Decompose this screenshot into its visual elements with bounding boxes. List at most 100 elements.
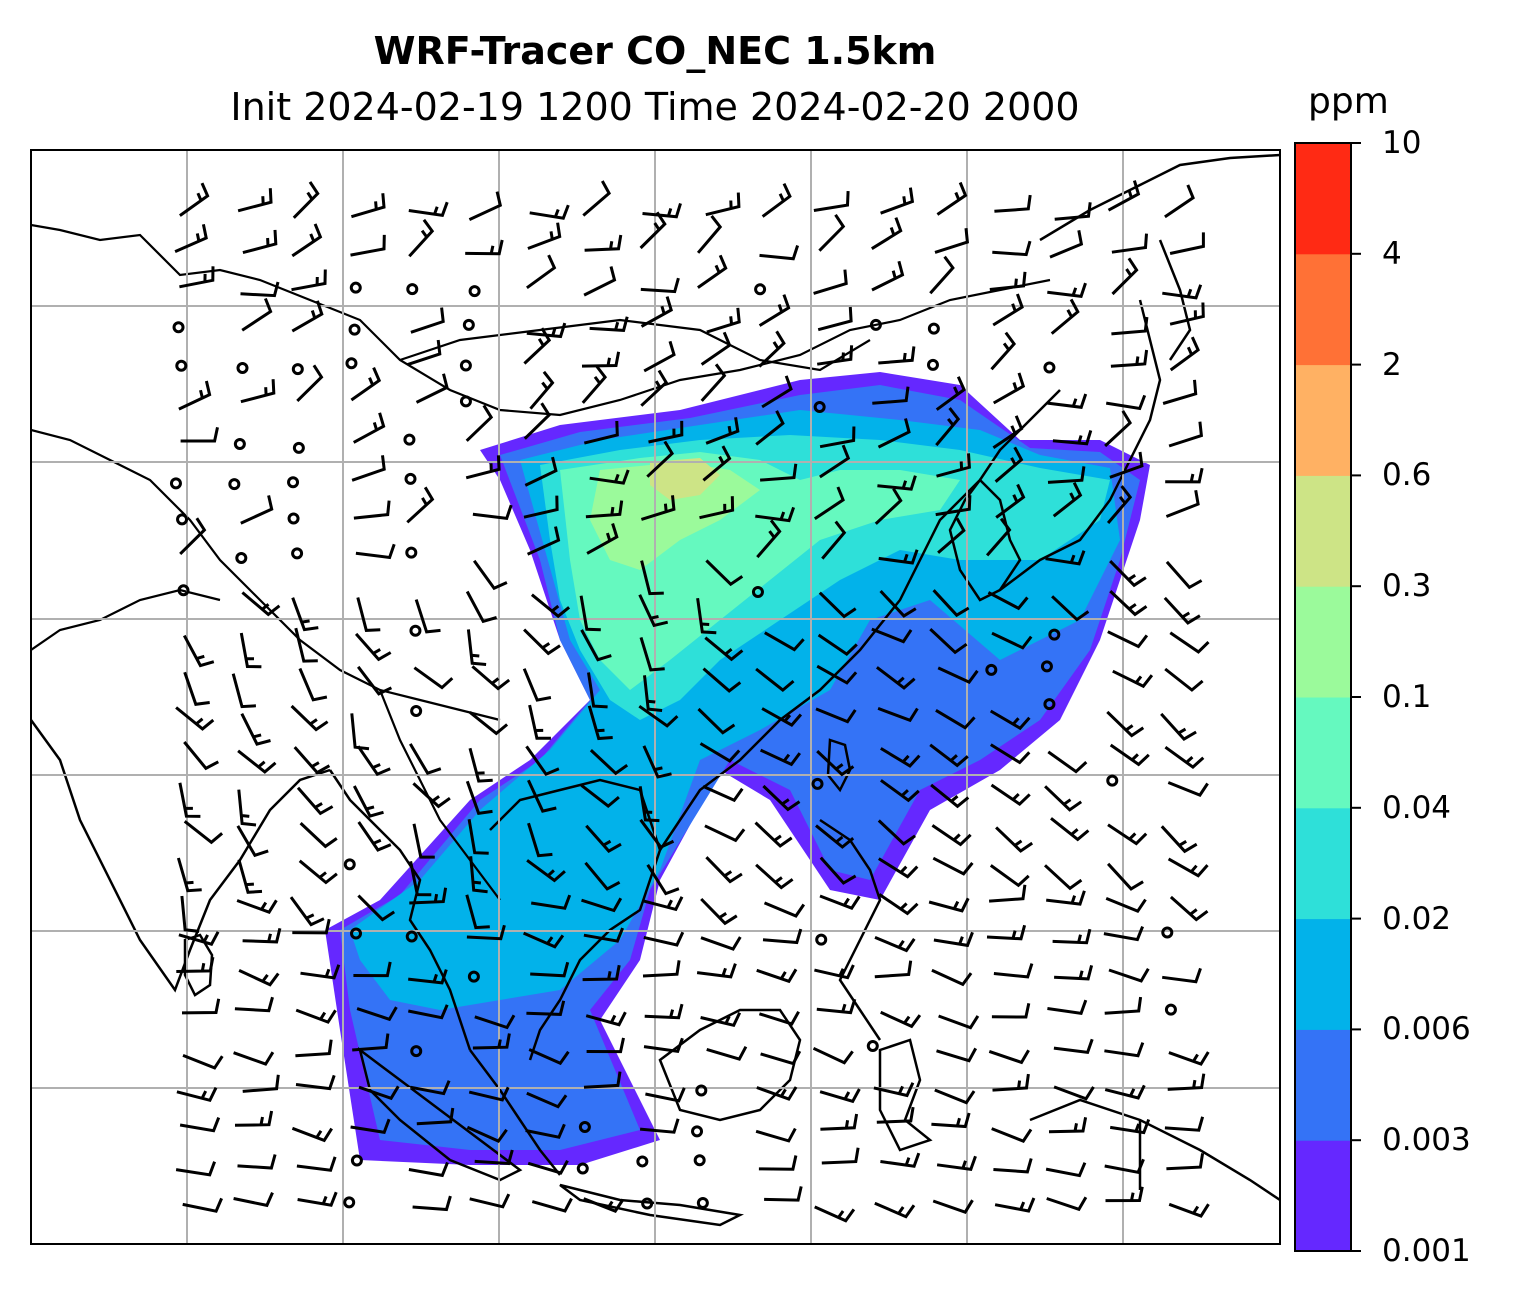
wind-barb [291, 223, 323, 258]
wind-barb [1167, 781, 1209, 797]
wind-barb [468, 1086, 510, 1102]
calm-wind-circle [410, 704, 423, 717]
wind-barb [991, 631, 1033, 650]
wind-barb [819, 444, 851, 479]
wind-barb [297, 1191, 338, 1207]
wind-barb [929, 255, 955, 295]
wind-barb [356, 597, 381, 632]
wind-barb [469, 1193, 511, 1209]
wind-barb [468, 711, 509, 736]
wind-barb [242, 1074, 280, 1093]
wind-barb [934, 1088, 976, 1105]
wind-barb [350, 1118, 391, 1134]
wind-barb [408, 1004, 449, 1020]
calm-wind-circle [403, 433, 416, 446]
calm-wind-circle [1164, 1003, 1177, 1016]
calm-wind-circle [236, 361, 249, 374]
wind-barb [700, 331, 732, 366]
wind-barb [180, 426, 219, 443]
wind-barb [295, 1008, 337, 1024]
wind-barb [991, 1127, 1033, 1143]
wind-barb [699, 742, 741, 763]
wind-barb [1104, 1084, 1146, 1100]
wind-barb [936, 453, 971, 478]
new-guinea [1029, 1098, 1280, 1202]
wind-barb [820, 1113, 859, 1131]
wind-barb [764, 1186, 803, 1202]
wind-barb [236, 825, 269, 858]
wind-barb [1106, 710, 1145, 738]
wind-barb [583, 927, 624, 943]
wind-barb [987, 591, 1029, 611]
wind-barb [294, 627, 318, 663]
wind-barb [815, 707, 857, 724]
calm-wind-circle [235, 552, 248, 565]
wind-barb [179, 517, 207, 555]
wind-barb [880, 1152, 921, 1168]
wind-barb [758, 1155, 798, 1171]
wind-barb [937, 517, 966, 554]
wind-barb [879, 589, 917, 618]
wind-barb [474, 1014, 516, 1030]
wind-barb [583, 420, 619, 445]
korea [948, 478, 1022, 602]
wind-barb [875, 666, 916, 690]
wind-barb [877, 418, 911, 449]
calm-wind-circle [815, 933, 828, 946]
wind-barb [762, 784, 801, 812]
wind-barb [300, 964, 341, 980]
wind-barb [472, 1033, 511, 1050]
wind-barb [640, 369, 669, 407]
wind-barb [877, 819, 916, 846]
wind-barb [466, 1125, 508, 1143]
wind-barb [1166, 1153, 1205, 1171]
colorbar-segment [1295, 697, 1351, 809]
calm-wind-circle [291, 547, 304, 560]
wind-barb [586, 1037, 625, 1054]
calm-wind-circle [1043, 698, 1056, 711]
calm-wind-circle [349, 281, 362, 294]
wind-barb [527, 779, 557, 813]
wind-barb [583, 1197, 625, 1214]
wind-barb [995, 826, 1034, 853]
wind-barb [645, 1087, 686, 1103]
wind-barb [1109, 560, 1147, 588]
colorbar-segment [1295, 475, 1351, 587]
colorbar-tick-label: 0.1 [1382, 679, 1432, 715]
wind-barb [1045, 1162, 1087, 1178]
wind-barb [296, 786, 334, 816]
wind-barb [295, 1039, 333, 1058]
calm-wind-circle [468, 285, 481, 298]
wind-barb [1052, 482, 1083, 518]
wind-barb [589, 469, 630, 485]
wind-barb [1110, 349, 1149, 368]
wind-barb [415, 373, 449, 404]
wind-barb [1162, 379, 1198, 405]
wind-barb [755, 506, 796, 523]
wind-barb [471, 665, 511, 691]
wind-barb [1047, 999, 1088, 1015]
calm-wind-circle [228, 478, 241, 491]
wind-barb [990, 331, 1017, 371]
wind-barb [1111, 233, 1148, 254]
wind-barb [989, 864, 1030, 888]
calm-wind-circle [343, 1196, 356, 1209]
wind-barb [355, 543, 396, 560]
wind-barb [705, 856, 743, 884]
wind-barb [992, 240, 1032, 257]
calm-wind-circle [693, 1154, 706, 1167]
wind-barb [407, 339, 442, 367]
wind-barb [350, 234, 386, 257]
wind-barb [299, 822, 338, 849]
wind-barb [353, 500, 391, 520]
calm-wind-circle [169, 477, 182, 490]
wind-barb [526, 859, 566, 883]
wind-barb [352, 412, 386, 444]
wind-barb [818, 591, 857, 619]
wind-barb [874, 936, 916, 953]
calm-wind-circle [287, 512, 300, 525]
calm-wind-circle [578, 1120, 591, 1133]
wind-barb [240, 495, 274, 525]
wind-barb [816, 998, 857, 1015]
wind-barb [871, 217, 903, 250]
